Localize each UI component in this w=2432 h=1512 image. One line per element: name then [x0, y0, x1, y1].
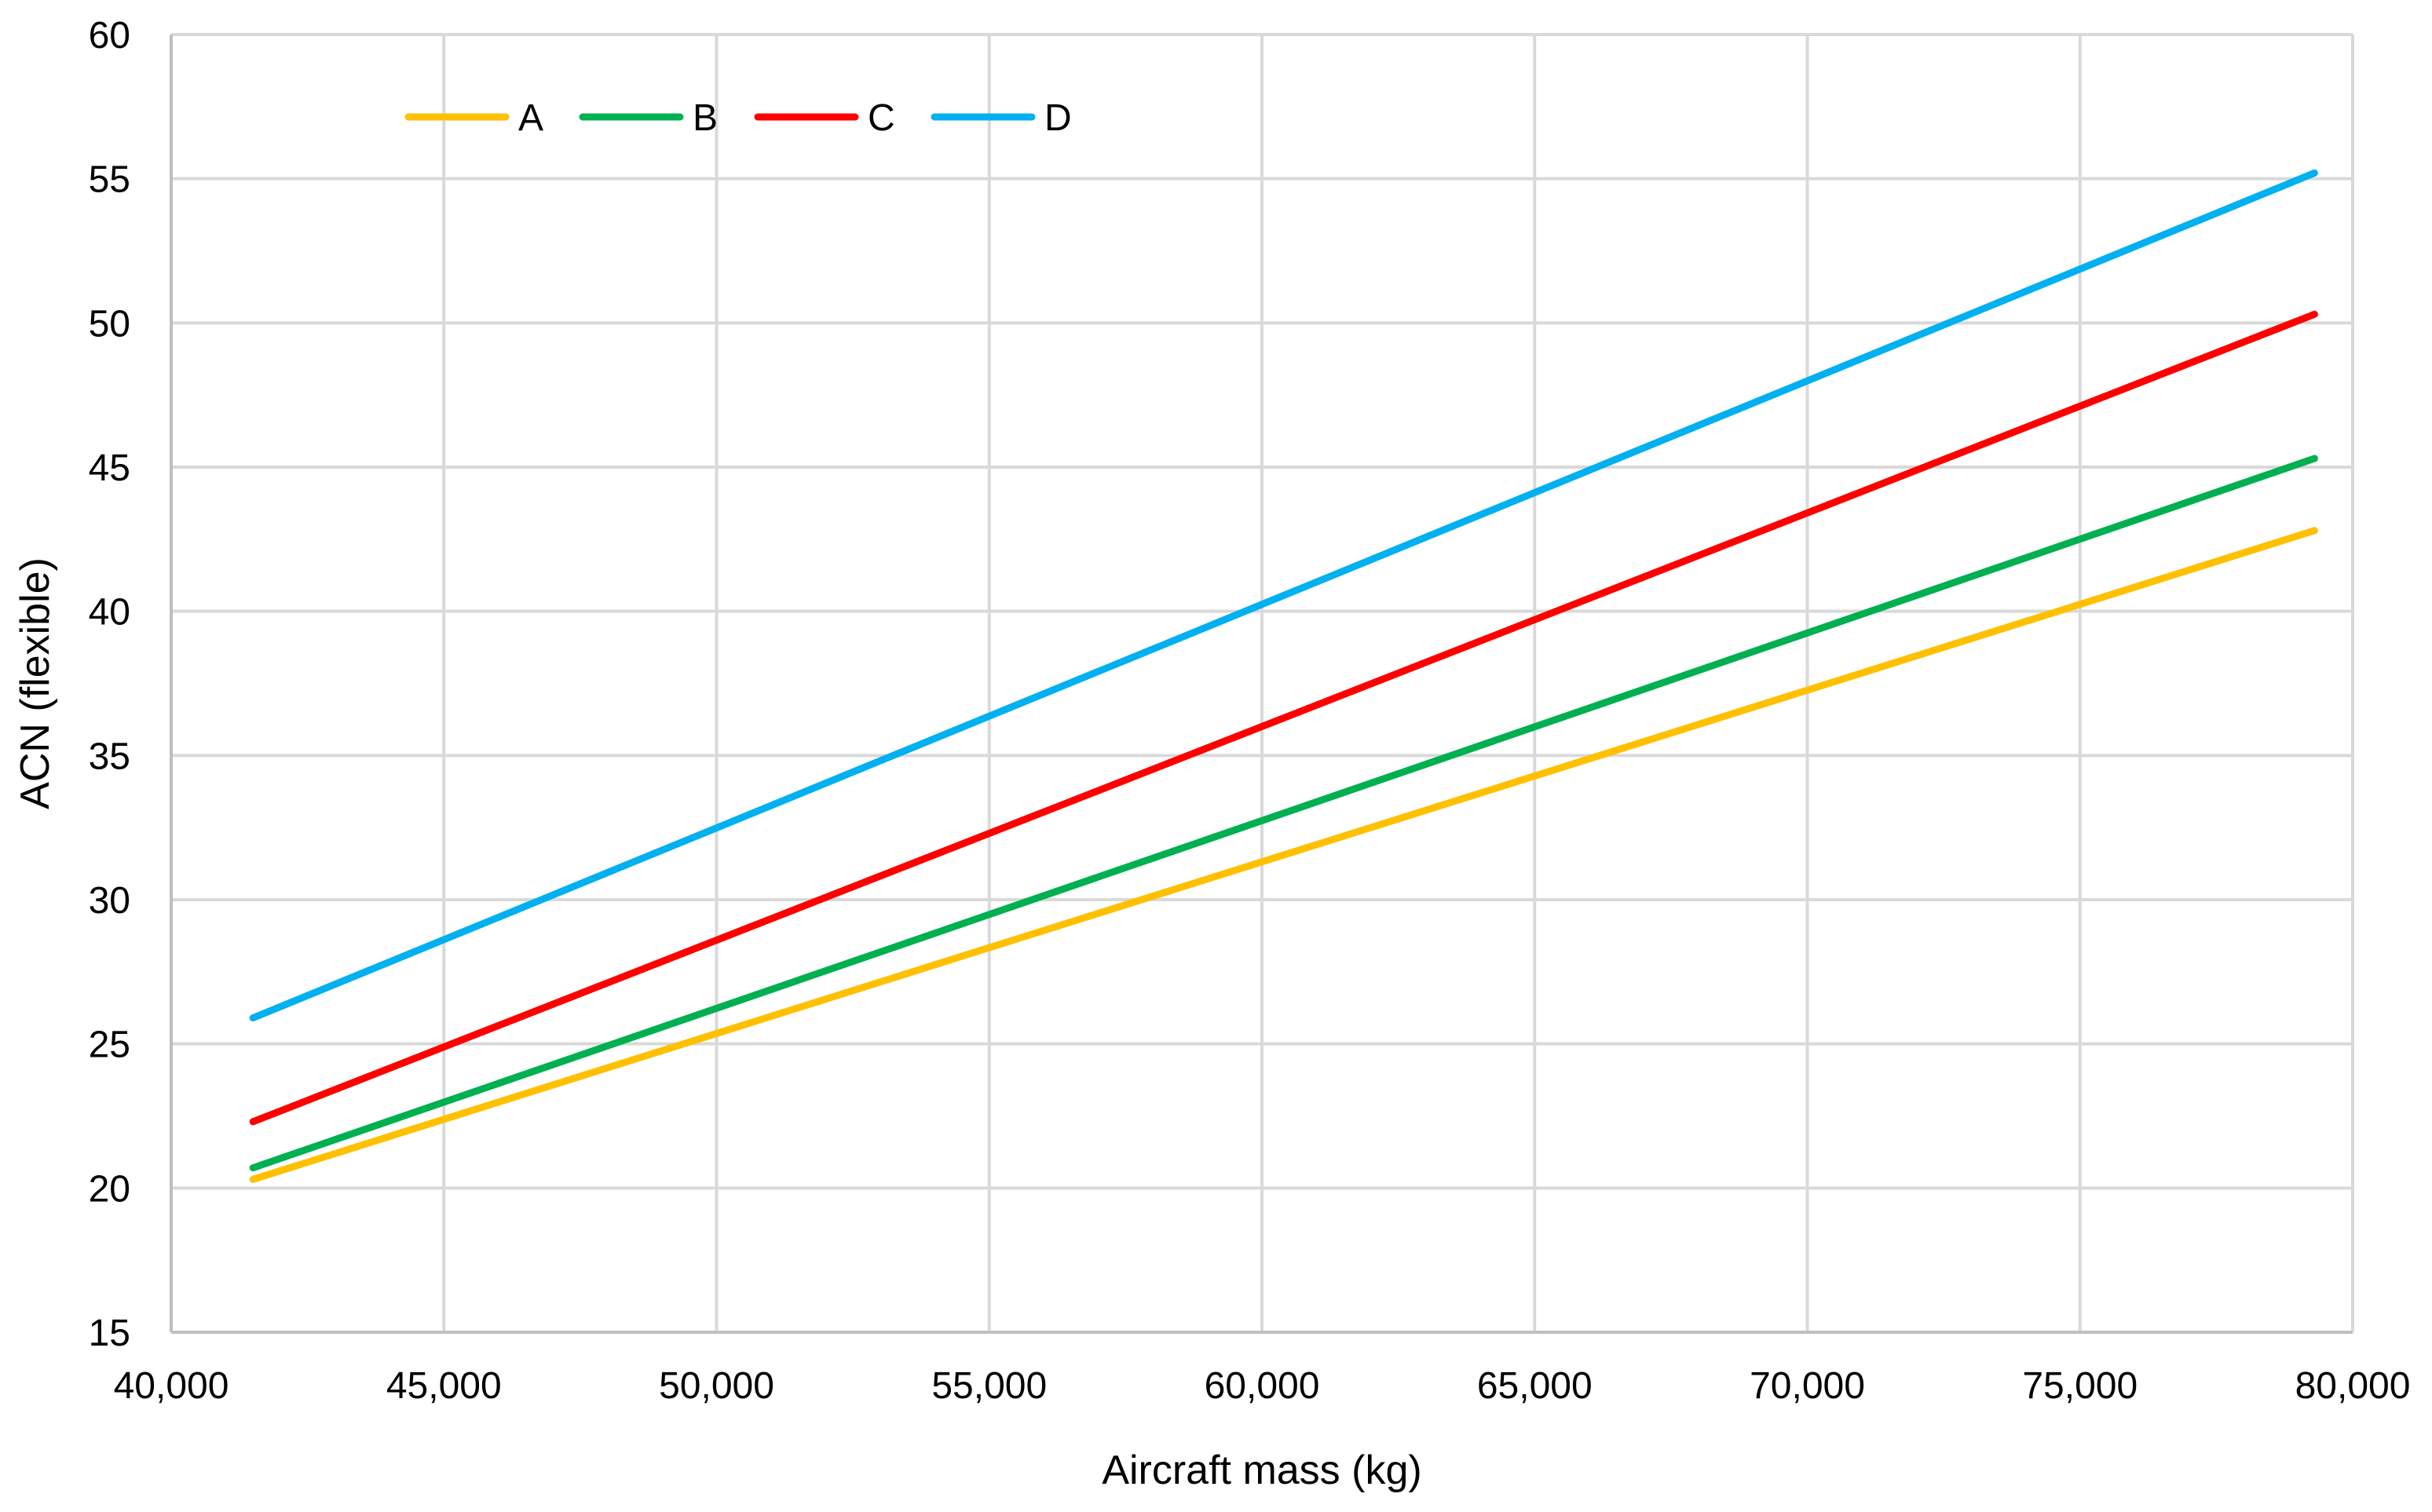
x-tick-label: 55,000 [931, 1365, 1047, 1407]
x-tick-label: 75,000 [2022, 1365, 2138, 1407]
legend: A B C D [404, 97, 1072, 139]
x-axis-title: Aircraft mass (kg) [1102, 1448, 1421, 1493]
legend-label-d: D [1044, 97, 1072, 139]
y-tick-label: 45 [89, 447, 130, 489]
x-tick-label: 40,000 [114, 1365, 229, 1407]
series-line-a [249, 527, 2318, 1183]
y-axis-title: ACN (flexible) [13, 557, 58, 809]
legend-label-b: B [693, 97, 718, 139]
series-line-b [249, 455, 2318, 1172]
series-group [249, 169, 2318, 1183]
legend-label-c: C [868, 97, 895, 139]
legend-label-a: A [518, 97, 543, 139]
x-tick-label: 80,000 [2295, 1365, 2411, 1407]
y-tick-label: 60 [89, 15, 130, 57]
y-tick-label: 50 [89, 303, 130, 345]
series-line-d [249, 169, 2318, 1022]
y-tick-label: 40 [89, 592, 130, 634]
x-tick-label: 50,000 [659, 1365, 774, 1407]
axes [170, 35, 2353, 1334]
y-tick-label: 20 [89, 1168, 130, 1210]
series-line-c [249, 310, 2318, 1126]
x-tick-label: 65,000 [1477, 1365, 1593, 1407]
x-tick-label: 60,000 [1205, 1365, 1320, 1407]
y-tick-label: 30 [89, 880, 130, 922]
tick-labels: 40,000 45,000 50,000 55,000 60,000 65,000 70,0… [89, 15, 2411, 1407]
x-tick-label: 70,000 [1750, 1365, 1865, 1407]
y-tick-label: 55 [89, 159, 130, 201]
y-tick-label: 35 [89, 736, 130, 777]
x-tick-label: 45,000 [386, 1365, 502, 1407]
y-tick-label: 25 [89, 1024, 130, 1066]
y-tick-label: 15 [89, 1313, 130, 1354]
gridlines [171, 33, 2354, 1332]
